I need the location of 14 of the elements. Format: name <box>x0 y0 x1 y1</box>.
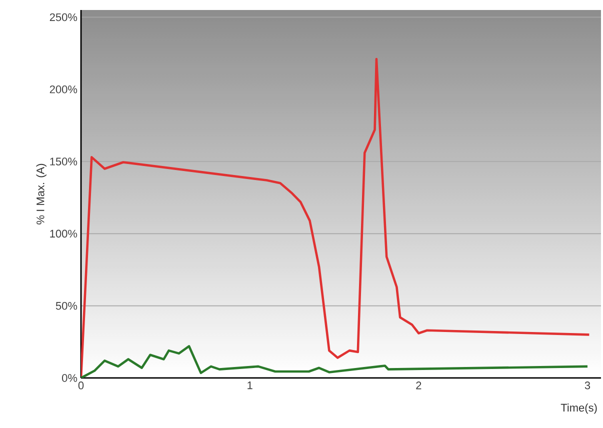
x-tick-label: 0 <box>78 382 84 390</box>
y-axis-title: % I Max. (A) <box>36 164 46 224</box>
y-tick-label: 150% <box>50 158 78 166</box>
line-series <box>81 58 590 378</box>
x-tick-label: 1 <box>248 382 252 390</box>
y-tick-label: 100% <box>50 230 78 238</box>
x-tick-label: 2 <box>416 382 422 390</box>
y-tick-label: 0% <box>62 374 78 382</box>
x-tick-label: 3 <box>584 382 590 390</box>
line-series <box>81 345 589 378</box>
y-tick-label: 50% <box>56 302 78 310</box>
y-tick-label: 250% <box>50 13 78 22</box>
y-tick-label: 200% <box>50 85 78 94</box>
x-axis-title: Time(s) <box>560 404 597 414</box>
